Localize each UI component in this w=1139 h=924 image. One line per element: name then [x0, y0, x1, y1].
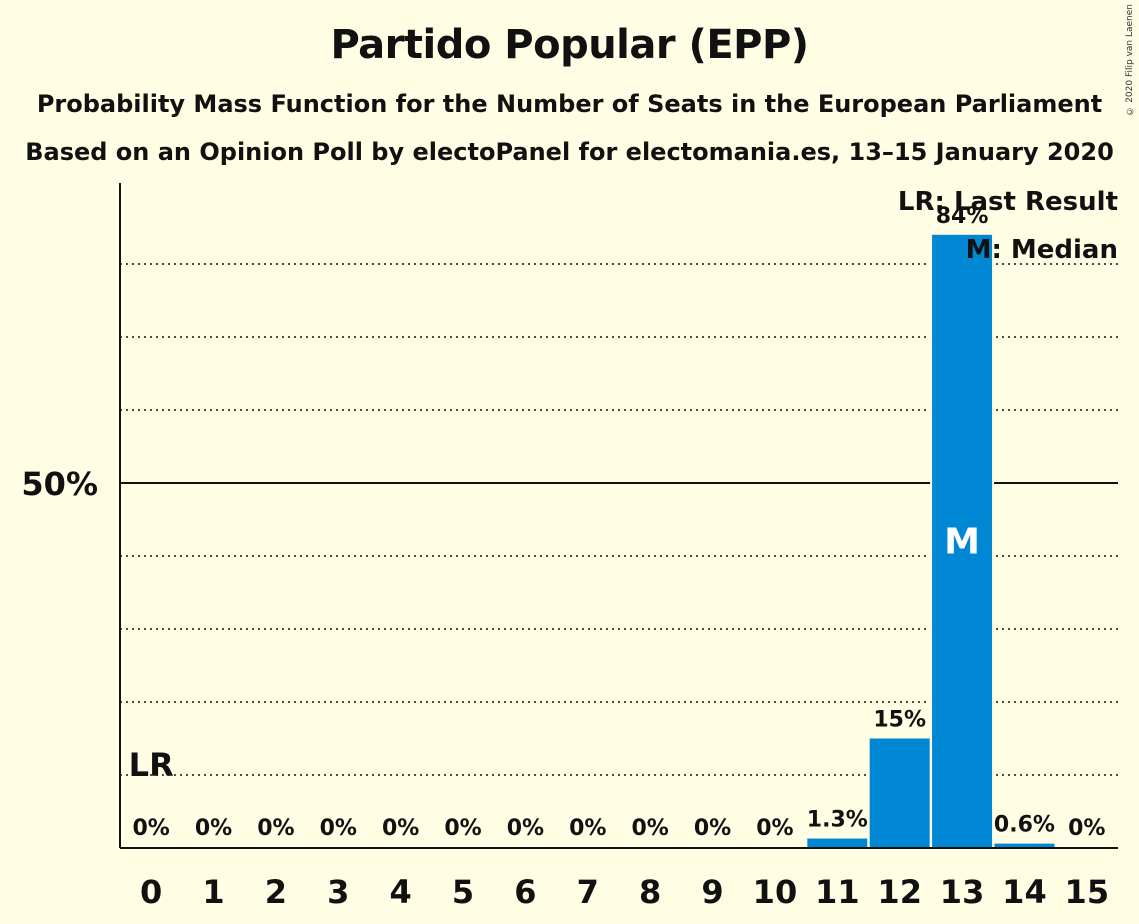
- value-label-seat-0: 0%: [133, 816, 170, 841]
- x-tick-label-9: 9: [701, 873, 723, 911]
- x-tick-label-12: 12: [877, 873, 922, 911]
- value-label-seat-5: 0%: [444, 816, 481, 841]
- value-labels: 0% 0% 0% 0% 0% 0% 0% 0% 0% 0% 0% 1.3% 15% 84% 0.6% 0% M: [133, 204, 1106, 841]
- bars: [805, 234, 1057, 849]
- last-result-marker: LR: [129, 746, 174, 784]
- value-label-seat-2: 0%: [257, 816, 294, 841]
- axes: [119, 183, 1118, 849]
- legend-last-result: LR: Last Result: [898, 187, 1118, 217]
- chart-title: Partido Popular (EPP): [330, 22, 809, 68]
- value-label-seat-11: 1.3%: [807, 808, 868, 833]
- x-tick-labels: 0 1 2 3 4 5 6 7 8 9 10 11 12 13 14 15: [140, 873, 1109, 911]
- x-tick-label-3: 3: [327, 873, 349, 911]
- chart-subtitle: Probability Mass Function for the Number…: [36, 90, 1103, 118]
- value-label-seat-7: 0%: [569, 816, 606, 841]
- x-tick-label-6: 6: [514, 873, 536, 911]
- value-label-seat-6: 0%: [507, 816, 544, 841]
- x-tick-label-1: 1: [202, 873, 224, 911]
- value-label-seat-12: 15%: [873, 708, 926, 733]
- value-label-seat-14: 0.6%: [994, 813, 1055, 838]
- value-label-seat-15: 0%: [1068, 816, 1105, 841]
- x-tick-label-7: 7: [577, 873, 599, 911]
- bar-seat-11: [807, 838, 868, 848]
- bar-seat-14: [994, 843, 1055, 848]
- x-tick-label-15: 15: [1065, 873, 1110, 911]
- value-label-seat-9: 0%: [694, 816, 731, 841]
- x-tick-label-5: 5: [452, 873, 474, 911]
- bar-seat-13: [932, 234, 993, 849]
- x-tick-label-14: 14: [1002, 873, 1047, 911]
- x-tick-label-0: 0: [140, 873, 162, 911]
- median-marker: M: [944, 521, 980, 562]
- chart-source-subtitle: Based on an Opinion Poll by electoPanel …: [25, 138, 1114, 166]
- x-tick-label-4: 4: [390, 873, 412, 911]
- x-tick-label-13: 13: [940, 873, 985, 911]
- value-label-seat-1: 0%: [195, 816, 232, 841]
- x-tick-label-10: 10: [753, 873, 798, 911]
- legend-median: M: Median: [966, 235, 1118, 265]
- value-label-seat-10: 0%: [756, 816, 793, 841]
- value-label-seat-8: 0%: [632, 816, 669, 841]
- x-tick-label-8: 8: [639, 873, 661, 911]
- value-label-seat-13: 84%: [936, 204, 989, 229]
- x-tick-label-2: 2: [265, 873, 287, 911]
- x-tick-label-11: 11: [815, 873, 860, 911]
- value-label-seat-4: 0%: [382, 816, 419, 841]
- y-tick-label-50: 50%: [21, 465, 98, 503]
- value-label-seat-3: 0%: [320, 816, 357, 841]
- bar-seat-12: [869, 738, 930, 848]
